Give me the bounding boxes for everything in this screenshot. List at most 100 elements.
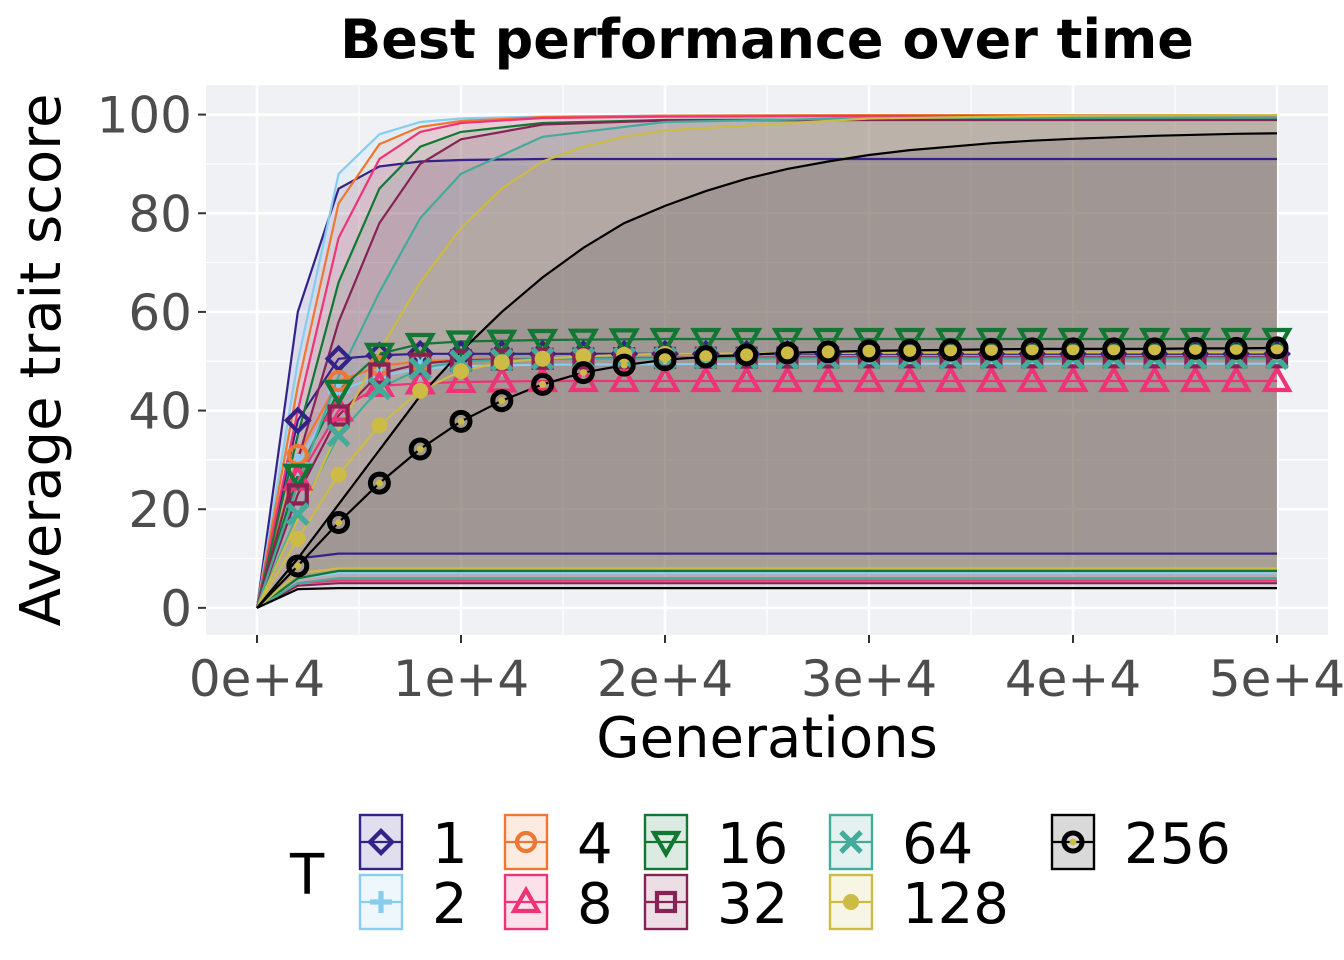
marker-series-256 — [612, 353, 636, 377]
marker-series-16 — [730, 327, 763, 356]
mean-line-series-8 — [255, 379, 1277, 609]
lower-line-series-64 — [256, 577, 1277, 609]
legend-marker-256 — [1061, 830, 1085, 854]
marker-series-8 — [934, 364, 967, 393]
x-axis-title: Generations — [596, 706, 938, 771]
legend-marker-32 — [654, 890, 678, 914]
marker-series-256 — [1265, 336, 1289, 360]
legend-key-64 — [828, 813, 874, 871]
lower-line-series-256 — [256, 586, 1277, 609]
marker-series-16 — [526, 328, 559, 357]
y-tick-label: 0 — [160, 580, 192, 638]
band-series-2 — [257, 115, 1277, 608]
legend-label-1: 1 — [432, 812, 468, 877]
x-tick-label: 0e+4 — [189, 650, 325, 708]
legend-label-16: 16 — [717, 812, 788, 877]
legend-key-8 — [503, 873, 549, 931]
marker-series-128 — [371, 417, 388, 434]
x-tick-label: 5e+4 — [1209, 650, 1344, 708]
marker-series-16 — [894, 327, 926, 356]
marker-series-16 — [282, 463, 314, 491]
legend-key-256 — [1050, 813, 1096, 871]
marker-series-8 — [853, 364, 885, 393]
upper-line-series-1 — [255, 157, 1277, 609]
legend-marker-128 — [843, 894, 859, 910]
marker-series-256 — [449, 409, 473, 433]
marker-series-8 — [1138, 364, 1171, 393]
marker-series-8 — [1016, 364, 1048, 393]
marker-series-256 — [1061, 337, 1085, 361]
y-tick-label: 100 — [97, 87, 192, 145]
y-tick-label: 20 — [128, 481, 192, 539]
marker-series-256 — [531, 372, 555, 396]
marker-series-256 — [286, 554, 310, 578]
marker-series-8 — [975, 364, 1008, 393]
marker-series-32 — [531, 347, 554, 370]
legend-key-32 — [643, 873, 689, 931]
chart-title: Best performance over time — [340, 8, 1194, 71]
legend-label-4: 4 — [577, 812, 613, 877]
marker-series-256 — [694, 345, 718, 369]
lower-line-series-16 — [256, 569, 1277, 609]
lower-line-series-8 — [256, 579, 1277, 609]
marker-series-32 — [409, 352, 432, 375]
legend-marker-16 — [650, 830, 682, 859]
marker-series-256 — [327, 511, 351, 535]
legend-label-128: 128 — [902, 872, 1009, 937]
x-tick-label: 2e+4 — [597, 650, 733, 708]
marker-series-256 — [857, 339, 881, 363]
legend-marker-64 — [839, 830, 863, 854]
marker-series-128 — [330, 466, 347, 483]
x-axis-ticks: 0e+4 1e+4 2e+4 3e+4 4e+4 5e+4 — [189, 635, 1344, 708]
marker-series-256 — [1102, 337, 1126, 361]
legend-key-4 — [503, 813, 549, 871]
marker-series-8 — [608, 364, 640, 393]
marker-series-256 — [1183, 336, 1207, 360]
marker-series-8 — [649, 364, 681, 393]
legend-marker-2 — [370, 891, 392, 913]
marker-series-256 — [571, 361, 595, 385]
band-series-4 — [257, 115, 1277, 608]
x-tick-label: 3e+4 — [801, 650, 937, 708]
lower-line-series-32 — [256, 582, 1277, 609]
marker-series-32 — [368, 362, 391, 385]
legend-key-2 — [358, 873, 404, 931]
marker-series-8 — [771, 364, 804, 393]
lower-line-series-128 — [256, 567, 1277, 609]
marker-series-256 — [816, 340, 840, 364]
band-series-1 — [257, 159, 1277, 608]
marker-series-8 — [1261, 364, 1293, 393]
legend-label-32: 32 — [717, 872, 788, 937]
marker-series-8 — [1057, 364, 1089, 393]
marker-series-8 — [1220, 364, 1252, 393]
band-series-64 — [257, 117, 1277, 608]
marker-series-64 — [285, 502, 310, 526]
marker-series-256 — [1143, 337, 1167, 361]
upper-line-series-8 — [255, 114, 1277, 609]
series-markers — [282, 327, 1293, 578]
marker-series-16 — [404, 332, 436, 361]
marker-series-16 — [363, 342, 396, 371]
lower-line-series-1 — [256, 552, 1277, 609]
marker-series-256 — [775, 341, 799, 365]
marker-series-16 — [853, 327, 885, 356]
legend-marker-4 — [514, 830, 538, 854]
marker-series-256 — [898, 338, 922, 362]
x-tick-label: 1e+4 — [393, 650, 529, 708]
y-tick-label: 80 — [128, 185, 192, 243]
marker-series-16 — [771, 327, 804, 356]
legend-label-2: 2 — [432, 872, 468, 937]
marker-series-16 — [567, 328, 600, 356]
legend-key-1 — [358, 813, 404, 871]
marker-series-32 — [327, 404, 350, 427]
marker-series-8 — [812, 364, 844, 393]
band-series-8 — [257, 116, 1277, 608]
legend-title: T — [289, 843, 325, 908]
marker-series-8 — [445, 365, 477, 394]
marker-series-256 — [939, 338, 963, 362]
marker-series-8 — [730, 364, 763, 393]
marker-series-16 — [812, 327, 844, 356]
band-series-128 — [257, 115, 1277, 608]
